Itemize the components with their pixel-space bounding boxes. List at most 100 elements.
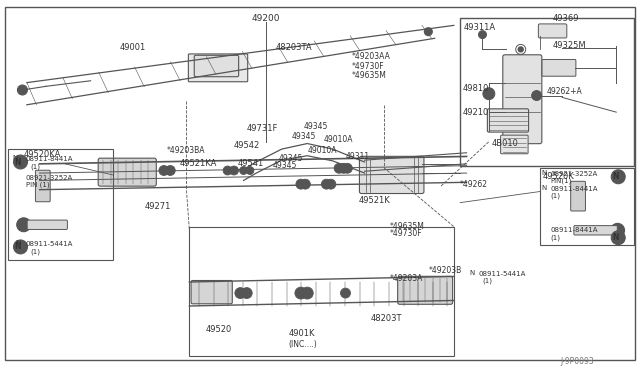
FancyBboxPatch shape xyxy=(503,55,542,144)
Text: 49345: 49345 xyxy=(278,154,303,163)
FancyBboxPatch shape xyxy=(35,170,50,202)
Circle shape xyxy=(296,179,306,189)
Text: N: N xyxy=(15,157,21,167)
Text: *49203AA: *49203AA xyxy=(352,52,391,61)
Circle shape xyxy=(17,218,31,232)
Text: 49541: 49541 xyxy=(237,159,264,169)
Circle shape xyxy=(301,287,313,299)
Circle shape xyxy=(611,170,625,184)
Text: 4901K: 4901K xyxy=(288,329,315,338)
FancyBboxPatch shape xyxy=(538,24,567,38)
Text: (1): (1) xyxy=(550,234,561,241)
Text: 49325M: 49325M xyxy=(552,41,586,50)
Text: (INC....): (INC....) xyxy=(288,340,317,349)
Circle shape xyxy=(326,179,336,189)
Circle shape xyxy=(424,28,432,36)
Circle shape xyxy=(159,166,169,176)
Text: N: N xyxy=(470,270,475,276)
Text: *49730F: *49730F xyxy=(352,61,385,71)
Text: N: N xyxy=(541,185,547,191)
Text: *49635M: *49635M xyxy=(390,222,425,231)
Text: (1): (1) xyxy=(30,164,40,170)
Text: *49203A: *49203A xyxy=(390,274,424,283)
Text: 49345: 49345 xyxy=(304,122,328,131)
Circle shape xyxy=(339,163,349,173)
Circle shape xyxy=(230,166,239,175)
Bar xyxy=(8,149,113,260)
Text: 08921-3252A: 08921-3252A xyxy=(26,175,73,181)
Text: 49520KA: 49520KA xyxy=(24,150,61,159)
Text: N: N xyxy=(612,172,619,181)
Text: *49635M: *49635M xyxy=(352,71,387,80)
Text: 49521KA: 49521KA xyxy=(180,159,217,169)
Circle shape xyxy=(13,240,28,254)
Circle shape xyxy=(342,163,353,173)
Circle shape xyxy=(321,179,332,189)
Text: N: N xyxy=(15,243,21,251)
Text: *49203B: *49203B xyxy=(428,266,461,275)
FancyBboxPatch shape xyxy=(500,135,528,154)
Text: 08921-3252A: 08921-3252A xyxy=(550,171,598,177)
Text: 49001: 49001 xyxy=(119,43,145,52)
Text: 49311A: 49311A xyxy=(463,23,495,32)
Circle shape xyxy=(486,91,492,97)
Text: 08911-8441A: 08911-8441A xyxy=(26,156,73,162)
Circle shape xyxy=(17,85,28,95)
Circle shape xyxy=(334,163,344,173)
Text: PIN (1): PIN (1) xyxy=(26,182,49,188)
Text: 49369: 49369 xyxy=(552,13,579,22)
Circle shape xyxy=(295,287,307,299)
Circle shape xyxy=(518,47,524,52)
Text: 49210: 49210 xyxy=(463,108,489,117)
Text: 49542: 49542 xyxy=(234,141,260,150)
Circle shape xyxy=(223,64,232,72)
Bar xyxy=(460,18,634,166)
Text: J-9P0093: J-9P0093 xyxy=(560,357,594,366)
FancyBboxPatch shape xyxy=(98,158,156,186)
Circle shape xyxy=(197,57,207,67)
Text: PIN(1): PIN(1) xyxy=(550,178,572,185)
Circle shape xyxy=(165,166,175,176)
FancyBboxPatch shape xyxy=(195,55,239,77)
Text: 49345: 49345 xyxy=(291,132,316,141)
Text: N: N xyxy=(541,170,547,176)
Circle shape xyxy=(300,179,310,189)
Text: 49262+A: 49262+A xyxy=(546,87,582,96)
Circle shape xyxy=(532,90,541,100)
Text: 49271: 49271 xyxy=(145,202,171,211)
Text: N: N xyxy=(15,240,20,246)
Circle shape xyxy=(241,288,252,299)
Bar xyxy=(540,167,634,245)
Text: 08911-5441A: 08911-5441A xyxy=(478,271,525,277)
Circle shape xyxy=(611,231,625,245)
Text: (1): (1) xyxy=(30,248,40,254)
Text: *49262: *49262 xyxy=(460,180,488,189)
FancyBboxPatch shape xyxy=(488,109,529,132)
Text: 49010A: 49010A xyxy=(307,147,337,155)
Text: 08911-8441A: 08911-8441A xyxy=(550,186,598,192)
FancyBboxPatch shape xyxy=(571,181,586,211)
Text: 49345: 49345 xyxy=(272,161,296,170)
Text: *49203BA: *49203BA xyxy=(167,147,205,155)
Text: 49521K: 49521K xyxy=(358,196,390,205)
Circle shape xyxy=(235,288,246,299)
Circle shape xyxy=(611,223,625,237)
Text: 49520K: 49520K xyxy=(543,172,575,181)
Circle shape xyxy=(479,31,486,39)
FancyBboxPatch shape xyxy=(360,156,424,193)
Text: (1): (1) xyxy=(550,193,561,199)
Text: 08911-8441A: 08911-8441A xyxy=(550,227,598,233)
Circle shape xyxy=(13,155,28,169)
Text: 48203TA: 48203TA xyxy=(275,43,312,52)
Circle shape xyxy=(246,167,254,174)
Text: 49010A: 49010A xyxy=(323,135,353,144)
Circle shape xyxy=(340,288,351,298)
Circle shape xyxy=(39,174,47,183)
Circle shape xyxy=(483,88,495,100)
Text: 4B010: 4B010 xyxy=(492,139,519,148)
Circle shape xyxy=(223,166,232,175)
Text: 08911-5441A: 08911-5441A xyxy=(26,241,73,247)
Text: 49731F: 49731F xyxy=(246,124,278,133)
Text: 49520: 49520 xyxy=(205,326,232,334)
Bar xyxy=(189,227,454,356)
